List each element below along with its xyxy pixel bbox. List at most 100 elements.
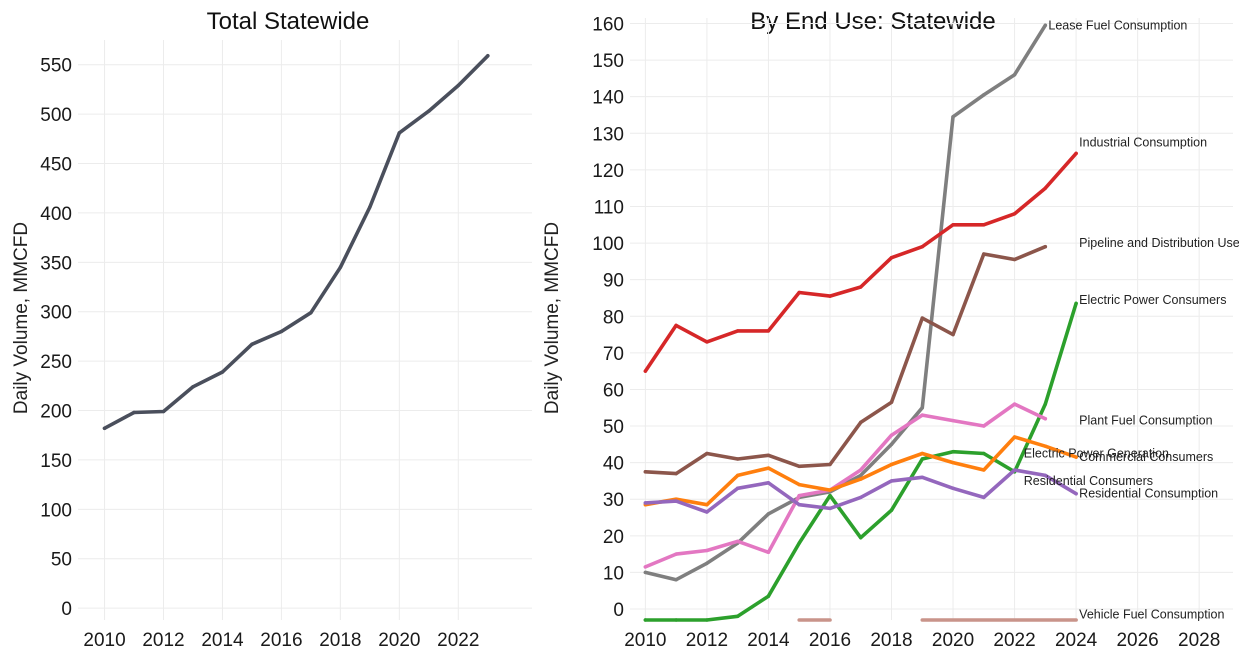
data-point-industrial-consumption xyxy=(1043,186,1048,190)
data-point-electric-power-consumers xyxy=(705,618,709,622)
y-tick-label: 110 xyxy=(594,197,624,218)
data-point-industrial-consumption xyxy=(643,369,648,373)
y-tick-label: 250 xyxy=(40,352,72,373)
data-point-plant-fuel-consumption xyxy=(951,418,955,423)
x-tick-label: 2020 xyxy=(378,630,420,650)
data-point-electric-power-consumers xyxy=(951,449,955,454)
data-point-lease-fuel-consumption xyxy=(982,93,986,97)
data-point-plant-fuel-consumption xyxy=(1012,402,1017,406)
data-point-pipeline-and-distribution-use xyxy=(920,316,924,320)
data-point-series-0 xyxy=(309,311,313,315)
y-tick-label: 70 xyxy=(603,344,624,365)
series-line-plant-fuel-consumption xyxy=(643,402,1048,569)
data-point-plant-fuel-consumption xyxy=(643,565,648,569)
data-point-residential-consumption xyxy=(859,495,863,500)
series-label-electric-power-consumers: Electric Power Consumers xyxy=(1079,293,1226,307)
data-point-electric-power-consumers xyxy=(859,535,863,540)
y-tick-label: 100 xyxy=(40,500,72,521)
data-point-residential-consumption xyxy=(828,506,832,511)
data-point-commercial-consumers xyxy=(735,473,740,478)
series-lines xyxy=(643,23,1078,622)
data-point-plant-fuel-consumption xyxy=(859,468,863,472)
x-tick-label: 2022 xyxy=(993,630,1035,650)
data-point-commercial-consumers xyxy=(766,466,771,470)
tick-labels: 0 10 20 30 40 50 60 70 80 90 100 110 120 130 140 150 160… xyxy=(592,14,1220,650)
data-point-residential-consumption xyxy=(705,510,709,514)
series-line-industrial-consumption xyxy=(643,151,1078,373)
data-point-lease-fuel-consumption xyxy=(951,115,955,119)
y-tick-label: 80 xyxy=(603,307,624,328)
data-point-residential-consumption xyxy=(982,495,986,500)
data-point-industrial-consumption xyxy=(920,245,924,249)
data-point-series-0 xyxy=(456,83,460,88)
data-point-plant-fuel-consumption xyxy=(766,550,771,554)
data-point-commercial-consumers xyxy=(859,477,863,481)
y-tick-label: 90 xyxy=(603,271,624,292)
data-point-electric-power-consumers xyxy=(1043,402,1048,406)
data-point-commercial-consumers xyxy=(1074,455,1078,459)
data-point-commercial-consumers xyxy=(982,468,986,472)
y-tick-label: 40 xyxy=(603,454,624,475)
data-point-pipeline-and-distribution-use xyxy=(797,464,801,468)
data-point-industrial-consumption xyxy=(828,294,832,298)
data-point-electric-power-consumers xyxy=(920,457,924,461)
y-axis-title: Daily Volume, MMCFD xyxy=(11,222,32,414)
data-point-electric-power-consumers xyxy=(766,594,771,598)
data-point-plant-fuel-consumption xyxy=(705,548,709,553)
y-tick-label: 400 xyxy=(40,204,72,225)
y-tick-label: 60 xyxy=(603,380,624,401)
data-point-residential-consumption xyxy=(920,475,924,479)
data-point-industrial-consumption xyxy=(859,285,863,289)
data-point-series-0 xyxy=(220,370,225,374)
grid xyxy=(78,40,532,620)
x-tick-label: 2012 xyxy=(686,630,728,650)
data-point-pipeline-and-distribution-use xyxy=(982,252,986,256)
data-point-series-0 xyxy=(279,329,284,334)
data-point-commercial-consumers xyxy=(951,460,955,465)
data-point-commercial-consumers xyxy=(889,462,894,467)
y-tick-label: 450 xyxy=(40,155,72,176)
x-tick-label: 2016 xyxy=(809,630,851,650)
y-tick-label: 30 xyxy=(603,490,624,511)
data-point-industrial-consumption xyxy=(1074,151,1078,156)
data-point-residential-consumption xyxy=(797,503,801,507)
data-point-residential-consumption xyxy=(735,486,740,490)
data-point-plant-fuel-consumption xyxy=(1043,417,1048,421)
y-tick-label: 150 xyxy=(40,451,72,472)
data-point-pipeline-and-distribution-use xyxy=(828,462,832,467)
data-point-series-0 xyxy=(338,265,343,269)
data-point-series-0 xyxy=(250,342,254,347)
y-tick-label: 0 xyxy=(61,599,72,620)
series-label-lease-fuel-consumption: Lease Fuel Consumption xyxy=(1048,18,1187,32)
data-point-residential-consumption xyxy=(1012,468,1017,472)
data-point-electric-power-consumers xyxy=(643,618,648,622)
series-label-residential-consumers: Residential Consumers xyxy=(1024,474,1153,488)
series-label-vehicle-fuel-consumption: Vehicle Fuel Consumption xyxy=(1079,608,1224,622)
chart-title: Total Statewide xyxy=(207,8,370,35)
x-tick-label: 2028 xyxy=(1178,630,1220,650)
data-point-pipeline-and-distribution-use xyxy=(1012,257,1017,262)
series-label-pipeline-and-distribution-use: Pipeline and Distribution Use xyxy=(1079,236,1239,250)
data-point-residential-consumption xyxy=(889,479,894,483)
data-point-lease-fuel-consumption xyxy=(889,442,894,447)
data-point-lease-fuel-consumption xyxy=(920,406,924,410)
data-point-industrial-consumption xyxy=(889,256,894,260)
data-point-series-0 xyxy=(486,54,490,58)
data-point-residential-consumption xyxy=(643,501,648,505)
data-point-series-0 xyxy=(397,131,402,135)
data-point-electric-power-consumers xyxy=(735,614,740,619)
y-tick-label: 140 xyxy=(592,88,624,109)
y-tick-label: 50 xyxy=(51,550,72,571)
data-point-residential-consumption xyxy=(1074,492,1078,496)
data-point-lease-fuel-consumption xyxy=(705,561,709,565)
data-point-lease-fuel-consumption xyxy=(859,473,863,478)
y-tick-label: 50 xyxy=(603,417,624,438)
data-point-residential-consumption xyxy=(766,481,771,485)
data-point-pipeline-and-distribution-use xyxy=(951,332,955,337)
data-point-lease-fuel-consumption xyxy=(1012,73,1017,77)
y-tick-label: 550 xyxy=(40,56,72,77)
data-point-electric-power-consumers xyxy=(889,508,894,512)
x-tick-label: 2018 xyxy=(870,630,912,650)
data-point-pipeline-and-distribution-use xyxy=(674,471,678,476)
data-point-pipeline-and-distribution-use xyxy=(766,453,771,458)
